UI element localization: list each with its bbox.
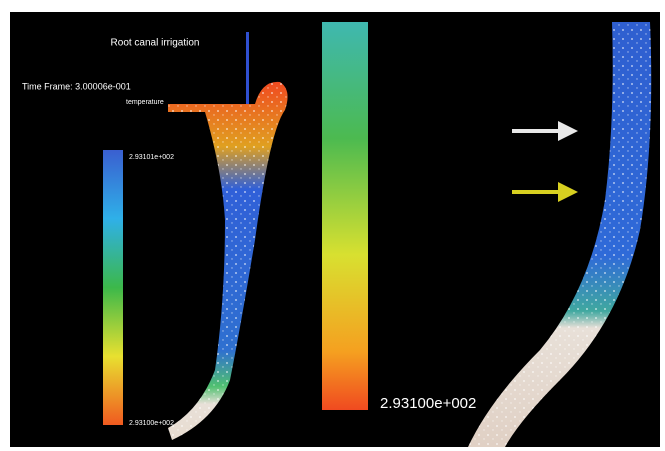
page: {"title": "Root canal irrigation", "time… (0, 0, 665, 451)
colorbar-min: 2.93100e+002 (129, 420, 174, 427)
legend-label: temperature (126, 99, 164, 106)
zoom-colorbar-min: 2.93100e+002 (380, 395, 476, 412)
zoom-colorbar (322, 22, 368, 410)
colorbar-max: 2.93101e+002 (129, 154, 174, 161)
title: Root canal irrigation (111, 38, 200, 49)
colorbar (103, 150, 123, 425)
time-frame: Time Frame: 3.00006e-001 (22, 81, 131, 91)
screenshot: Root canal irrigation Time Frame: 3.0000… (0, 0, 665, 451)
